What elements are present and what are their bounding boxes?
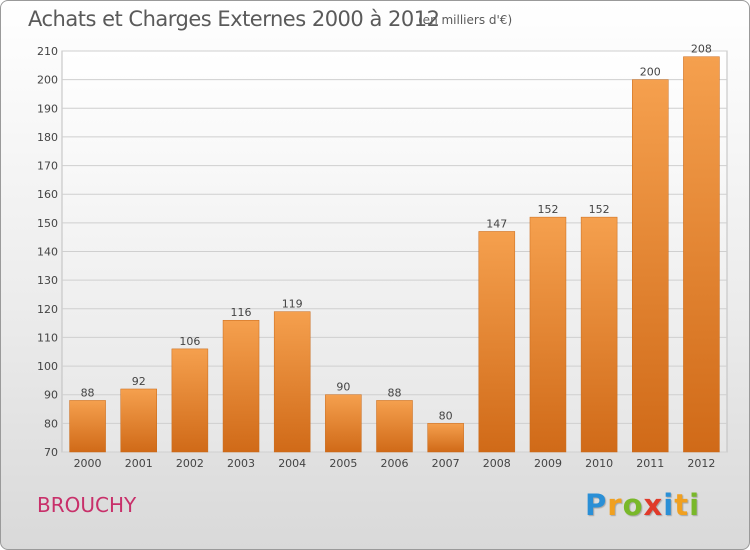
logo-letter: i <box>663 488 675 522</box>
x-tick-label: 2011 <box>636 457 664 470</box>
logo-letter: o <box>622 488 644 522</box>
bar-value-label: 92 <box>132 375 146 388</box>
x-tick-label: 2000 <box>74 457 102 470</box>
bar-value-label: 152 <box>589 203 610 216</box>
x-tick-label: 2005 <box>329 457 357 470</box>
bar-2009 <box>529 216 567 453</box>
x-tick-label: 2006 <box>381 457 409 470</box>
x-tick-label: 2012 <box>687 457 715 470</box>
y-tick-label: 160 <box>37 188 58 201</box>
logo-letter: P <box>585 488 608 522</box>
commune-name: BROUCHY <box>37 493 137 517</box>
logo-letter: t <box>674 488 690 522</box>
bar-2005 <box>325 394 362 453</box>
chart-title: Achats et Charges Externes 2000 à 2012 <box>28 7 440 31</box>
x-tick-label: 2007 <box>432 457 460 470</box>
y-tick-label: 130 <box>37 274 58 287</box>
y-tick-label: 70 <box>44 446 58 459</box>
x-axis-labels: 2000 2001 2002 2003 2004 2005 2006 2007 2008 2009… <box>74 457 716 470</box>
y-tick-label: 100 <box>37 360 58 373</box>
logo-letter: x <box>643 488 664 522</box>
bar-value-label: 88 <box>388 386 402 399</box>
x-tick-label: 2009 <box>534 457 562 470</box>
bar-2000 <box>69 400 106 453</box>
bar-2002 <box>171 348 209 453</box>
x-tick-label: 2010 <box>585 457 613 470</box>
logo-letter: r <box>607 488 623 522</box>
bar-value-label: 80 <box>439 409 453 422</box>
bar-value-label: 152 <box>537 203 558 216</box>
y-tick-label: 120 <box>37 303 58 316</box>
bar-value-label: 119 <box>282 298 303 311</box>
logo-letter: i <box>689 488 701 522</box>
bar-value-label: 116 <box>231 306 252 319</box>
y-tick-label: 80 <box>44 417 58 430</box>
y-tick-label: 210 <box>37 45 58 58</box>
bar-value-label: 106 <box>179 335 200 348</box>
chart-subtitle: (en milliers d'€) <box>418 13 513 27</box>
bar-2008 <box>478 231 516 453</box>
x-tick-label: 2004 <box>278 457 306 470</box>
bar-value-label: 147 <box>486 217 507 230</box>
y-tick-label: 110 <box>37 331 58 344</box>
bar-2012 <box>683 56 720 453</box>
x-tick-label: 2008 <box>483 457 511 470</box>
y-tick-label: 140 <box>37 246 58 259</box>
bar-value-label: 208 <box>691 43 712 56</box>
y-tick-label: 90 <box>44 389 58 402</box>
bar-2006 <box>376 400 413 453</box>
bar-2001 <box>120 388 157 453</box>
x-tick-label: 2001 <box>125 457 153 470</box>
x-tick-label: 2003 <box>227 457 255 470</box>
y-tick-label: 170 <box>37 160 58 173</box>
y-tick-label: 190 <box>37 102 58 115</box>
y-tick-label: 180 <box>37 131 58 144</box>
y-axis-labels: 70 80 90 100 110 120 130 140 150 160 170 180 190 200 2… <box>37 45 58 459</box>
bar-2004 <box>273 311 311 453</box>
bar-value-label: 200 <box>640 66 661 79</box>
bar-2007 <box>427 423 464 453</box>
bar-value-label: 90 <box>336 381 350 394</box>
bar-2011 <box>632 79 669 453</box>
bar-2010 <box>580 216 618 453</box>
bars: 88 92 106 116 119 90 88 80 147 152 152 200 208 <box>69 43 720 453</box>
y-tick-label: 200 <box>37 74 58 87</box>
y-tick-label: 150 <box>37 217 58 230</box>
bar-2003 <box>222 319 260 453</box>
bar-value-label: 88 <box>81 386 95 399</box>
x-tick-label: 2002 <box>176 457 204 470</box>
proxiti-logo: Proxiti <box>585 488 700 522</box>
